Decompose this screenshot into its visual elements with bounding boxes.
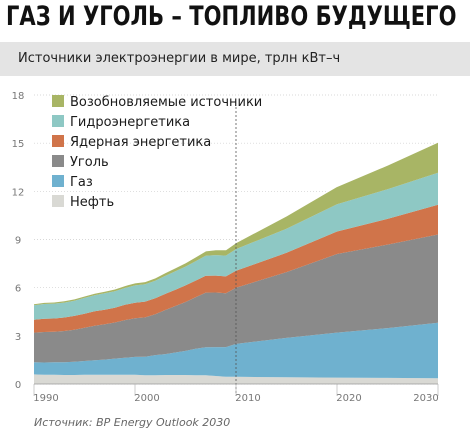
y-tick-label: 18 xyxy=(12,91,25,102)
x-tick-label: 2000 xyxy=(134,393,159,404)
x-tick-label: 1990 xyxy=(33,393,58,404)
area-series-3 xyxy=(34,204,438,333)
x-tick-label: 2020 xyxy=(336,393,361,404)
legend-label: Возобновляемые источники xyxy=(70,95,262,110)
legend-label: Ядерная энергетика xyxy=(70,135,211,150)
y-tick-label: 3 xyxy=(15,332,21,343)
area-series-2 xyxy=(34,234,438,363)
x-tick-label: 2030 xyxy=(413,393,438,404)
area-series-4 xyxy=(34,172,438,320)
stack-top-outline xyxy=(33,141,439,305)
legend-swatch xyxy=(52,135,64,147)
x-tick-label: 2010 xyxy=(235,393,260,404)
legend-swatch xyxy=(52,175,64,187)
legend-swatch xyxy=(52,195,64,207)
source-note: Источник: BP Energy Outlook 2030 xyxy=(34,416,231,429)
y-tick-label: 15 xyxy=(12,139,25,150)
y-tick-label: 12 xyxy=(12,187,25,198)
chart-subtitle: Источники электроэнергии в мире, трлн кВ… xyxy=(18,51,341,66)
chart-title: ГАЗ И УГОЛЬ – ТОПЛИВО БУДУЩЕГО xyxy=(6,1,457,32)
legend-label: Газ xyxy=(70,175,93,190)
legend-label: Уголь xyxy=(70,155,109,170)
subtitle-bar: Источники электроэнергии в мире, трлн кВ… xyxy=(0,42,470,76)
legend-label: Нефть xyxy=(70,195,114,210)
legend-swatch xyxy=(52,95,64,107)
y-tick-label: 9 xyxy=(15,236,21,247)
legend-swatch xyxy=(52,115,64,127)
y-tick-label: 0 xyxy=(15,380,21,391)
legend-swatch xyxy=(52,155,64,167)
y-tick-label: 6 xyxy=(15,284,21,295)
area-series-1 xyxy=(34,322,438,379)
legend-label: Гидроэнергетика xyxy=(70,115,190,130)
